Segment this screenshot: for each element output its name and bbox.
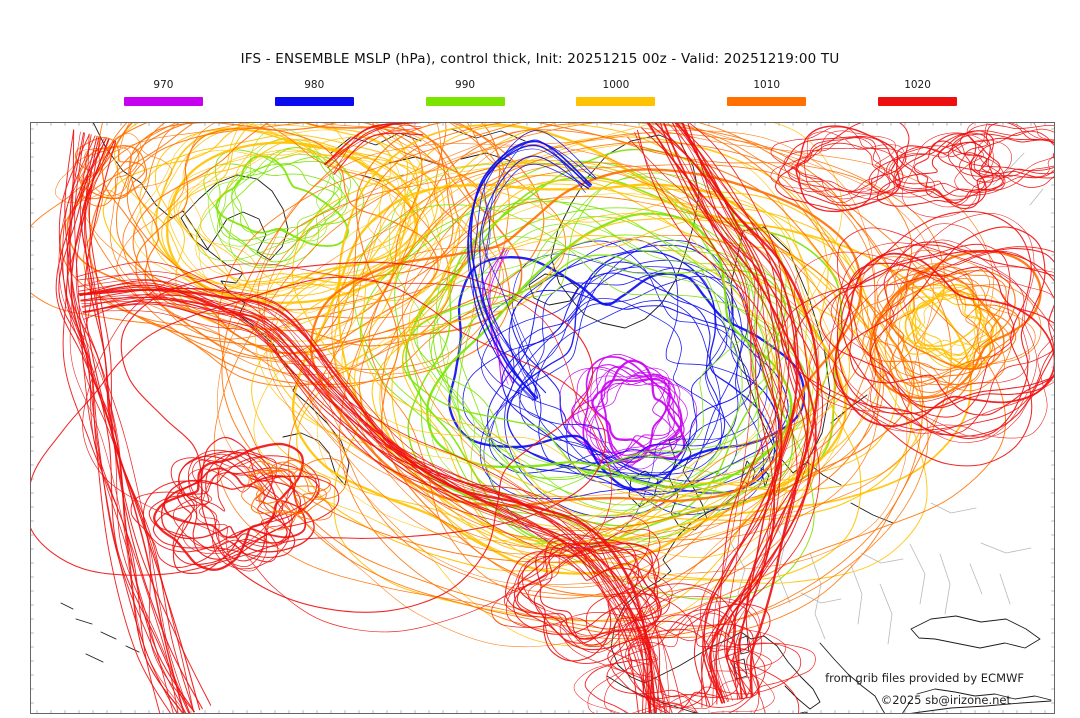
legend-label: 1010 bbox=[753, 79, 781, 91]
legend-item-1010: 1010 bbox=[691, 79, 842, 106]
spaghetti-map: from grib files provided by ECMWF ©2025 … bbox=[30, 122, 1055, 714]
legend-item-1020: 1020 bbox=[842, 79, 993, 106]
legend-swatch-1000 bbox=[576, 97, 656, 106]
legend-item-1000: 1000 bbox=[540, 79, 691, 106]
chart-title: IFS - ENSEMBLE MSLP (hPa), control thick… bbox=[240, 51, 840, 67]
legend-swatch-990 bbox=[425, 97, 505, 106]
pressure-legend: 970 980 990 1000 1010 1020 bbox=[88, 79, 993, 106]
legend-swatch-1020 bbox=[878, 97, 958, 106]
legend-item-970: 970 bbox=[88, 79, 239, 106]
legend-swatch-1010 bbox=[727, 97, 807, 106]
legend-label: 980 bbox=[304, 79, 325, 91]
legend-label: 1020 bbox=[904, 79, 931, 91]
legend-label: 990 bbox=[455, 79, 476, 91]
credit-copyright: ©2025 sb@irizone.net bbox=[880, 693, 1011, 707]
legend-item-990: 990 bbox=[390, 79, 541, 106]
legend-label: 1000 bbox=[602, 79, 630, 91]
map-canvas bbox=[31, 123, 1054, 713]
legend-label: 970 bbox=[153, 79, 174, 91]
legend-swatch-970 bbox=[123, 97, 203, 106]
legend-swatch-980 bbox=[274, 97, 354, 106]
credit-ecmwf: from grib files provided by ECMWF bbox=[825, 671, 1024, 685]
legend-item-980: 980 bbox=[239, 79, 390, 106]
